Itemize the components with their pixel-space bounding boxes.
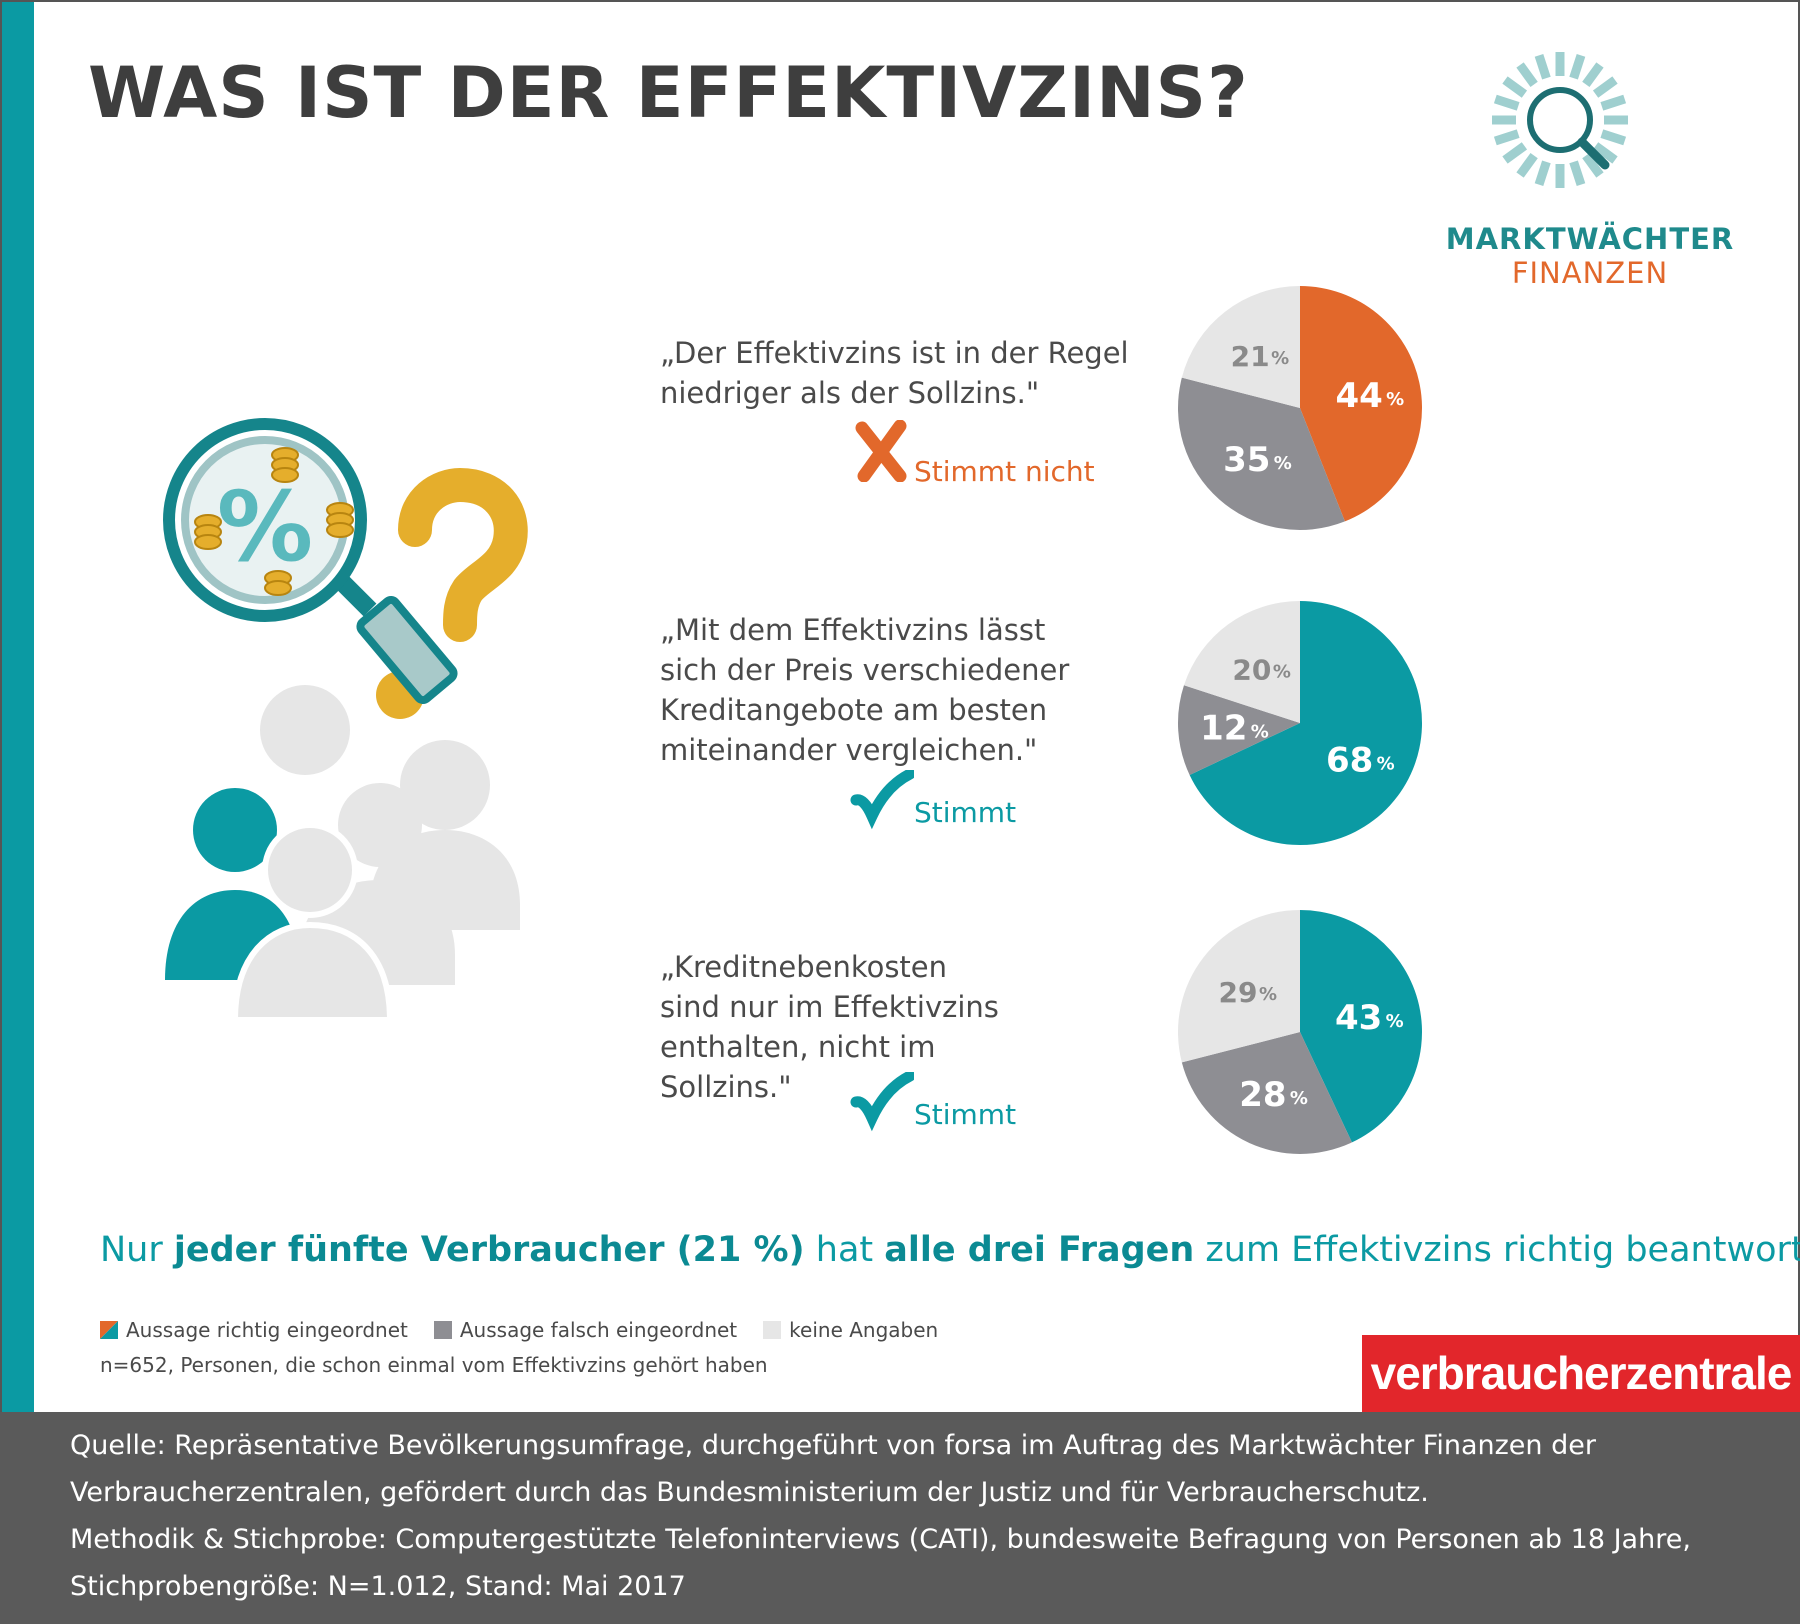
summary-text: Nur: [100, 1230, 174, 1270]
pie-label: 44: [1335, 376, 1382, 416]
legend-label: keine Angaben: [789, 1318, 939, 1342]
logo-ray: [1502, 142, 1528, 164]
checkmark-icon: [850, 770, 914, 830]
pie-unit: %: [1290, 1088, 1308, 1109]
svg-text:%: %: [217, 471, 313, 583]
source-line: Stichprobengröße: N=1.012, Stand: Mai 20…: [70, 1571, 686, 1602]
logo-name: MARKTWÄCHTER: [1445, 222, 1735, 256]
pie-label: 20: [1232, 654, 1271, 687]
source-line: Methodik & Stichprobe: Computergestützte…: [70, 1524, 1691, 1555]
cross-icon: [855, 420, 907, 482]
logo-ray: [1582, 62, 1604, 88]
logo-ray: [1600, 129, 1627, 146]
logo-ray: [1582, 152, 1604, 178]
legend-item: keine Angaben: [763, 1318, 938, 1342]
question-3: „Kreditnebenkosten sind nur im Effektivz…: [660, 950, 999, 1104]
pie-label: 43: [1335, 998, 1382, 1038]
pie-slice: [1183, 601, 1300, 723]
verdict-1: Stimmt nicht: [914, 455, 1095, 488]
pie-slice: [1178, 685, 1300, 775]
pie-slice: [1181, 1032, 1352, 1154]
legend-label: Aussage richtig eingeordnet: [126, 1318, 408, 1342]
page-title: WAS IST DER EFFEKTIVZINS?: [88, 52, 1249, 134]
logo-ray: [1592, 76, 1618, 98]
pie-unit: %: [1273, 662, 1291, 683]
pie-slice: [1300, 286, 1422, 522]
legend-label: Aussage falsch eingeordnet: [459, 1318, 738, 1342]
accent-stripe: [2, 2, 34, 1412]
logo-ray: [1569, 53, 1586, 80]
legend-swatch: [763, 1321, 782, 1339]
brand-logo: verbraucherzentrale: [1362, 1335, 1800, 1412]
legend-swatch: [433, 1321, 452, 1339]
legend-item: Aussage richtig eingeordnet: [100, 1318, 408, 1342]
logo-ray: [1516, 152, 1538, 178]
summary-text: hat: [804, 1230, 885, 1270]
logo-ray: [1600, 94, 1627, 111]
people-icon: [165, 685, 520, 1023]
source-line: Verbraucherzentralen, gefördert durch da…: [70, 1477, 1429, 1508]
magnifier-sunburst-icon: [1492, 52, 1628, 188]
logo-ray: [1534, 160, 1551, 187]
source-text: Quelle: Repräsentative Bevölkerungsumfra…: [70, 1422, 1770, 1610]
sample-note: n=652, Personen, die schon einmal vom Ef…: [100, 1353, 768, 1377]
pie-slice: [1178, 377, 1345, 530]
source-line: Quelle: Repräsentative Bevölkerungsumfra…: [70, 1430, 1596, 1461]
pie-label: 68: [1326, 741, 1373, 781]
pie-unit: %: [1259, 984, 1277, 1005]
pie-slice: [1189, 601, 1422, 845]
checkmark-icon: [850, 1072, 914, 1132]
logo-ray: [1534, 53, 1551, 80]
logo-sub: FINANZEN: [1511, 256, 1669, 290]
pie-label: 35: [1223, 440, 1270, 480]
pie-slice: [1178, 910, 1300, 1063]
illustration: %: [163, 418, 528, 1023]
logo-ray: [1569, 160, 1586, 187]
summary: Nur jeder fünfte Verbraucher (21 %) hat …: [100, 1230, 1800, 1270]
pie-slice: [1300, 910, 1422, 1143]
logo-ray: [1502, 76, 1528, 98]
pie-unit: %: [1274, 453, 1292, 474]
footer: Quelle: Repräsentative Bevölkerungsumfra…: [0, 1412, 1800, 1624]
pie-slice: [1181, 286, 1300, 408]
pie-unit: %: [1271, 348, 1289, 369]
pie-unit: %: [1386, 389, 1404, 410]
pie-unit: %: [1377, 754, 1395, 775]
question-1: „Der Effektivzins ist in der Regel niedr…: [660, 336, 1129, 410]
pie-label: 28: [1239, 1075, 1286, 1115]
summary-bold: alle drei Fragen: [884, 1230, 1195, 1270]
legend-swatch: [100, 1321, 118, 1339]
logo-ray: [1592, 142, 1618, 164]
legend: Aussage richtig eingeordnet Aussage fals…: [100, 1318, 964, 1342]
pie-unit: %: [1251, 721, 1269, 742]
pie-label: 12: [1200, 708, 1247, 748]
verdict-3: Stimmt: [914, 1098, 1017, 1131]
question-2: „Mit dem Effektivzins lässt sich der Pre…: [660, 613, 1070, 767]
legend-item: Aussage falsch eingeordnet: [433, 1318, 738, 1342]
summary-bold: jeder fünfte Verbraucher (21 %): [173, 1230, 805, 1270]
pie-unit: %: [1386, 1011, 1404, 1032]
magnifier-icon: %: [163, 418, 458, 704]
summary-text: zum Effektivzins richtig beantwortet.: [1194, 1230, 1800, 1270]
pie-charts: 44 %35 %21 %68 %12 %20 %43 %28 %29%: [1178, 286, 1422, 1154]
verdict-2: Stimmt: [914, 796, 1017, 829]
logo-ray: [1493, 129, 1520, 146]
pie-label: 29: [1219, 976, 1258, 1009]
pie-label: 21: [1231, 340, 1270, 373]
logo-ray: [1516, 62, 1538, 88]
logo-ray: [1493, 94, 1520, 111]
